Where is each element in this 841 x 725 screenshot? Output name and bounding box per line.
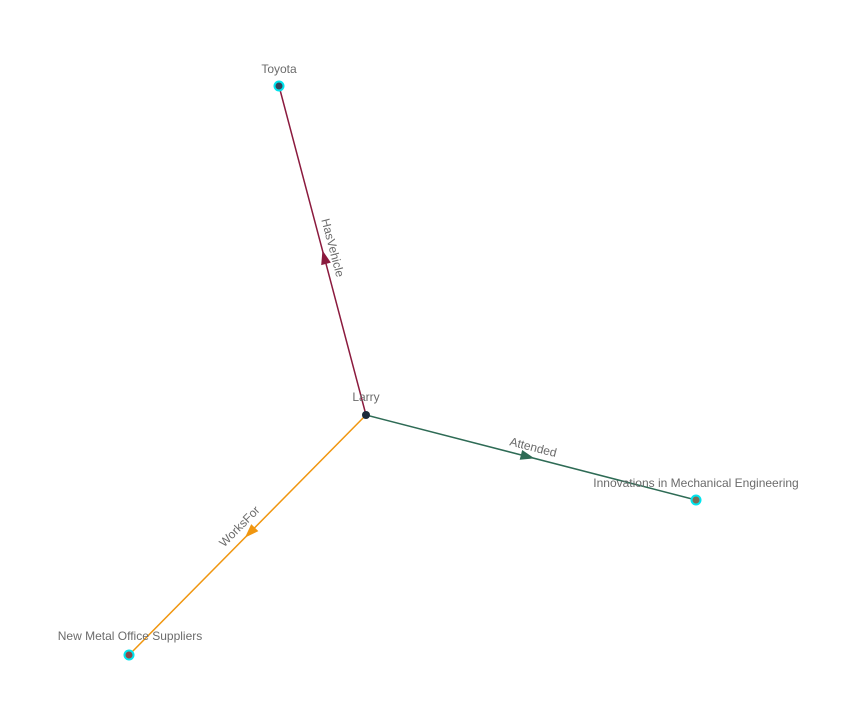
node-label: Toyota [261, 62, 297, 76]
node-label: Innovations in Mechanical Engineering [593, 476, 798, 490]
arrow-head-icon [321, 250, 331, 266]
node-dot[interactable] [125, 651, 133, 659]
edge-label: Attended [508, 434, 558, 460]
edge-worksfor[interactable]: WorksFor [128, 414, 367, 656]
node-dot[interactable] [692, 496, 700, 504]
node-label: New Metal Office Suppliers [58, 629, 203, 643]
node-newmetal[interactable]: New Metal Office Suppliers [58, 629, 203, 661]
node-innov[interactable]: Innovations in Mechanical Engineering [593, 476, 799, 506]
node-dot[interactable] [362, 411, 370, 419]
node-toyota[interactable]: Toyota [261, 62, 297, 92]
node-larry[interactable]: Larry [352, 390, 380, 419]
node-label: Larry [352, 390, 379, 404]
node-dot[interactable] [275, 82, 283, 90]
edge-label: HasVehicle [318, 217, 347, 279]
arrow-head-icon [519, 450, 535, 460]
arrow-head-icon [244, 524, 259, 538]
edge-hasvehicle[interactable]: HasVehicle [278, 85, 367, 416]
